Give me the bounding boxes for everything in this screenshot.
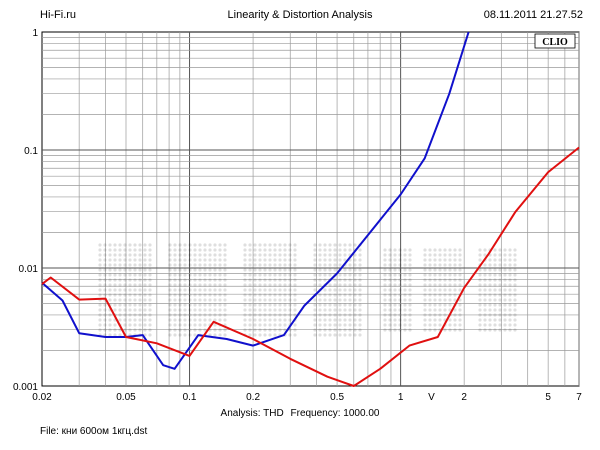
y-tick-label: 0.001 [13,382,38,393]
chart-title: Linearity & Distortion Analysis [227,9,373,21]
series-line-1 [41,31,470,370]
clio-badge-text: CLIO [542,37,568,48]
y-tick-label: 0.01 [19,264,39,275]
file-name: File: кни 600ом 1кгц.dst [40,426,148,437]
series-group [41,31,580,387]
y-axis-ticks: 1 0.1 0.01 0.001 [13,28,38,393]
x-tick-label: 1 [398,392,404,403]
grid-lines [42,32,580,386]
y-tick-label: 1 [32,28,38,39]
series-line-2 [41,146,580,387]
y-tick-label: 0.1 [24,146,38,157]
x-tick-label: 0.02 [32,392,52,403]
analysis-info: Analysis: THD Frequency: 1000.00 [0,408,600,419]
site-name: Hi-Fi.ru [40,9,77,21]
x-axis-ticks: 0.02 0.05 0.1 0.2 0.5 1 2 5 7 V [32,392,582,403]
x-tick-label: 0.5 [330,392,344,403]
analysis-frequency: Frequency: 1000.00 [290,408,380,419]
x-tick-label: 0.2 [246,392,260,403]
x-tick-label: 0.05 [116,392,136,403]
x-axis-label: V [428,392,435,403]
analysis-type: Analysis: THD [220,408,284,419]
x-tick-label: 0.1 [183,392,197,403]
x-tick-label: 2 [461,392,467,403]
clio-badge [534,33,576,49]
timestamp: 08.11.2011 21.27.52 [483,9,583,21]
x-tick-label: 5 [545,392,551,403]
x-tick-label: 7 [576,392,582,403]
plot-area [41,31,580,387]
